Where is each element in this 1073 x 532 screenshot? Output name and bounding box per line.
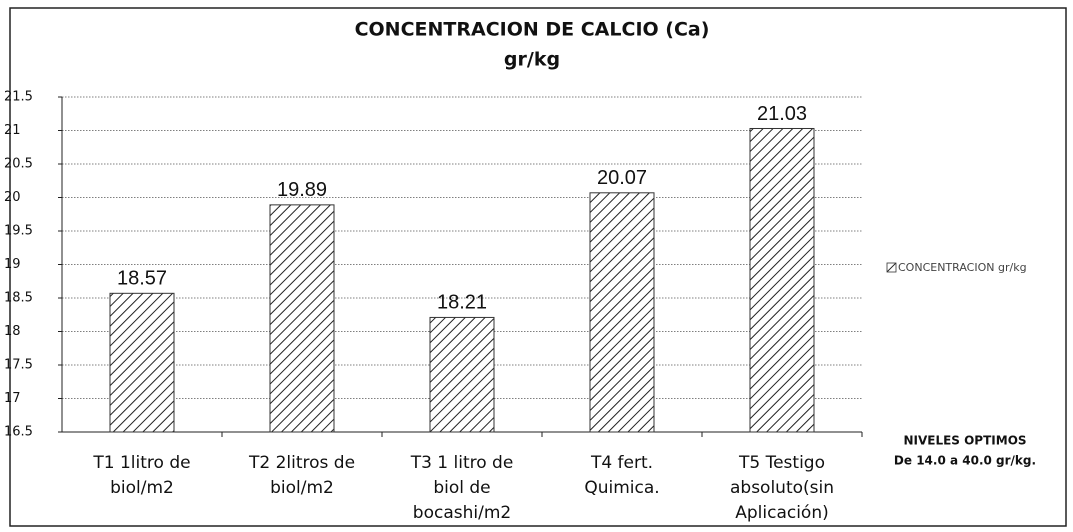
legend-label: CONCENTRACION gr/kg bbox=[898, 261, 1027, 274]
y-tick-label: 20.5 bbox=[4, 157, 33, 172]
bar bbox=[269, 204, 335, 433]
y-tick-label: 19 bbox=[4, 257, 21, 272]
value-label: 21.03 bbox=[757, 103, 807, 125]
chart-title: CONCENTRACION DE CALCIO (Ca) bbox=[355, 19, 710, 41]
value-label: 20.07 bbox=[597, 167, 647, 189]
annotation: De 14.0 a 40.0 gr/kg. bbox=[894, 454, 1036, 468]
x-tick-label: biol/m2 bbox=[270, 478, 334, 498]
bar bbox=[109, 292, 175, 433]
x-tick-label: absoluto(sin bbox=[730, 478, 834, 498]
y-tick-label: 21 bbox=[4, 123, 21, 138]
annotation: NIVELES OPTIMOS bbox=[903, 434, 1026, 448]
chart-subtitle: gr/kg bbox=[504, 49, 560, 71]
y-tick-label: 18.5 bbox=[4, 291, 33, 306]
legend-swatch bbox=[886, 262, 897, 273]
y-tick-label: 17.5 bbox=[4, 358, 33, 373]
x-tick-label: T1 1litro de bbox=[92, 453, 190, 473]
x-tick-label: T4 fert. bbox=[590, 453, 653, 473]
y-tick-label: 18 bbox=[4, 324, 21, 339]
value-label: 18.57 bbox=[117, 268, 167, 290]
y-tick-label: 16.5 bbox=[4, 425, 33, 440]
y-tick-label: 17 bbox=[4, 391, 21, 406]
bar bbox=[749, 127, 815, 433]
bar bbox=[429, 316, 495, 433]
x-tick-label: T3 1 litro de bbox=[410, 453, 514, 473]
x-tick-label: T5 Testigo bbox=[738, 453, 825, 473]
value-label: 19.89 bbox=[277, 179, 327, 201]
x-tick-label: Aplicación) bbox=[735, 503, 829, 523]
x-tick-label: bocashi/m2 bbox=[413, 503, 511, 523]
bar bbox=[589, 192, 655, 433]
x-tick-label: biol de bbox=[433, 478, 490, 498]
x-tick-label: T2 2litros de bbox=[248, 453, 355, 473]
y-tick-label: 20 bbox=[4, 190, 21, 205]
value-label: 18.21 bbox=[437, 292, 487, 314]
y-tick-label: 21.5 bbox=[4, 90, 33, 105]
y-tick-label: 19.5 bbox=[4, 224, 33, 239]
frame bbox=[9, 7, 1067, 527]
x-tick-label: biol/m2 bbox=[110, 478, 174, 498]
x-tick-label: Quimica. bbox=[584, 478, 659, 498]
